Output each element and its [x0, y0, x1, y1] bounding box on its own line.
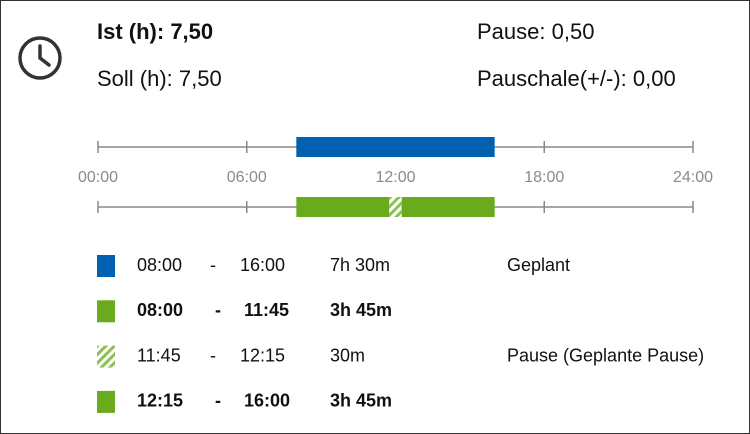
start-time: 08:00: [137, 255, 182, 275]
legend-swatch: [97, 345, 115, 368]
legend-swatch: [97, 255, 115, 277]
end-time: 12:15: [240, 345, 285, 365]
timeline-tick-label: 18:00: [524, 169, 564, 186]
separator: -: [215, 300, 221, 320]
separator: -: [210, 345, 216, 365]
end-time: 16:00: [244, 391, 290, 411]
timeline-bar: [401, 197, 495, 217]
clock-icon: [18, 36, 62, 80]
duration: 7h 30m: [330, 255, 390, 275]
soll-hours: Soll (h): 7,50: [97, 66, 222, 91]
legend-swatch: [97, 300, 115, 323]
pause-hours: Pause: 0,50: [477, 19, 594, 44]
duration: 30m: [330, 345, 365, 365]
timeline-bar: [296, 137, 495, 157]
entry-label: Geplant: [507, 255, 570, 275]
legend-swatch: [97, 390, 115, 413]
entry-label: Pause (Geplante Pause): [507, 345, 704, 365]
separator: -: [215, 391, 221, 411]
duration: 3h 45m: [330, 391, 392, 411]
timeline-tick-label: 00:00: [78, 169, 118, 186]
end-time: 16:00: [240, 255, 285, 275]
end-time: 11:45: [244, 300, 289, 320]
start-time: 08:00: [137, 300, 183, 320]
ist-hours: Ist (h): 7,50: [97, 19, 213, 44]
start-time: 12:15: [137, 391, 183, 411]
timeline-tick-label: 24:00: [673, 169, 713, 186]
start-time: 11:45: [137, 345, 181, 365]
separator: -: [210, 255, 216, 275]
timeline-bar: [389, 197, 402, 217]
duration: 3h 45m: [330, 300, 392, 320]
pauschale: Pauschale(+/-): 0,00: [477, 66, 676, 91]
timeline-tick-label: 12:00: [375, 169, 415, 186]
timeline-bar: [296, 197, 390, 217]
timeline-tick-label: 06:00: [227, 169, 267, 186]
